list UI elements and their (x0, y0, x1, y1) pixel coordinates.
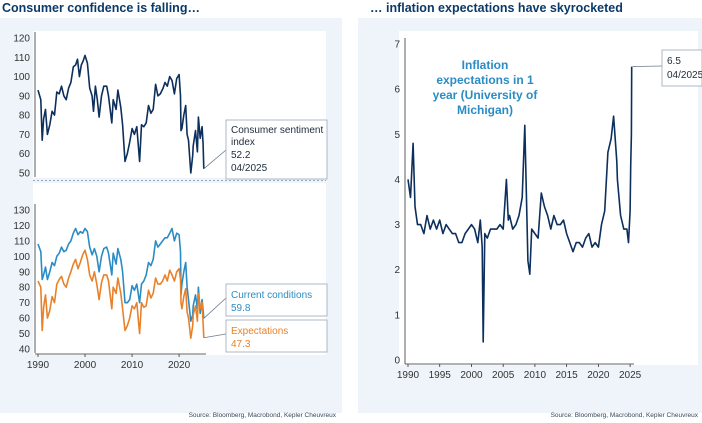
sentiment-callout-box (225, 119, 328, 180)
sentiment-value-label: 52.2 (231, 150, 251, 161)
components-y-tick-label: 60 (19, 314, 31, 325)
inflation-annotation-line-2: expectations in 1 (436, 73, 534, 87)
components-y-tick-label: 40 (19, 345, 31, 356)
expectations-callout-box (225, 319, 328, 353)
components-x-tick-label: 2010 (121, 360, 144, 371)
components-y-tick-label: 110 (14, 236, 30, 247)
components-y-tick-label: 130 (13, 206, 30, 217)
inflation-x-tick-label: 1990 (397, 370, 420, 381)
inflation-y-tick-label: 2 (394, 265, 400, 276)
expectations-value-label: 47.3 (231, 339, 251, 350)
sentiment-y-tick-label: 100 (13, 72, 30, 83)
components-x-tick-label: 2000 (74, 360, 97, 371)
sentiment-series-name-line1: Consumer sentiment (231, 125, 323, 136)
current-series-name: Current conditions (231, 290, 312, 301)
components-y-tick-label: 100 (13, 252, 30, 263)
inflation-x-tick-label: 2025 (619, 370, 642, 381)
expectations-callout-leader (203, 333, 227, 339)
sentiment-y-tick-label: 80 (19, 111, 31, 122)
inflation-x-tick-label: 1995 (429, 370, 452, 381)
sentiment-y-tick-label: 70 (19, 130, 31, 141)
expectations-series-line (37, 249, 205, 339)
inflation-annotation-line-4: Michigan) (457, 103, 513, 117)
sentiment-y-tick-label: 120 (13, 34, 30, 45)
left-chart-title: Consumer confidence is falling… (2, 1, 200, 15)
inflation-y-tick-label: 0 (394, 356, 400, 367)
inflation-x-tick-label: 2010 (524, 370, 547, 381)
inflation-callout-leader (632, 65, 663, 67)
inflation-y-tick-label: 1 (394, 310, 400, 321)
inflation-x-tick-label: 2020 (587, 370, 610, 381)
sentiment-series-line (37, 54, 205, 174)
sentiment-y-tick-label: 50 (19, 169, 31, 180)
inflation-y-tick-label: 3 (394, 220, 400, 231)
components-x-tick-label: 1990 (27, 360, 50, 371)
left-source-note: Source: Bloomberg, Macrobond, Kepler Che… (188, 412, 336, 419)
components-y-tick-label: 90 (19, 267, 31, 278)
inflation-x-tick-label: 2015 (556, 370, 579, 381)
components-y-tick-label: 80 (19, 283, 31, 294)
inflation-callout-box (661, 49, 702, 87)
inflation-date-label: 04/2025 (667, 70, 702, 81)
inflation-annotation-line-1: Inflation (462, 58, 509, 72)
current-value-label: 59.8 (231, 303, 251, 314)
inflation-value-label: 6.5 (667, 56, 681, 67)
sentiment-y-tick-label: 60 (19, 149, 31, 160)
components-y-tick-label: 120 (13, 221, 30, 232)
inflation-y-tick-label: 7 (394, 40, 400, 51)
current-conditions-series-line (37, 227, 205, 322)
sentiment-y-tick-label: 90 (19, 91, 31, 102)
current-callout-leader (203, 297, 227, 319)
inflation-series-line (407, 66, 633, 343)
sentiment-callout-leader (203, 149, 227, 170)
inflation-y-tick-label: 4 (394, 175, 400, 186)
inflation-y-tick-label: 6 (394, 85, 400, 96)
sentiment-series-name-line2: index (231, 137, 255, 148)
sentiment-date-label: 04/2025 (231, 163, 268, 174)
right-chart-title: … inflation expectations have skyrockete… (370, 1, 623, 15)
components-y-tick-label: 50 (19, 329, 31, 340)
inflation-x-tick-label: 2000 (460, 370, 483, 381)
components-y-tick-label: 70 (19, 298, 31, 309)
components-x-tick-label: 2020 (168, 360, 191, 371)
sentiment-y-tick-label: 110 (14, 53, 30, 64)
inflation-annotation-line-3: year (University of (433, 88, 539, 102)
current-callout-box (225, 283, 328, 317)
inflation-y-tick-label: 5 (394, 130, 400, 141)
inflation-x-tick-label: 2005 (492, 370, 515, 381)
expectations-series-name: Expectations (231, 326, 288, 337)
inflation-plot-area (399, 31, 698, 365)
right-source-note: Source: Bloomberg, Macrobond, Kepler Che… (550, 412, 698, 419)
